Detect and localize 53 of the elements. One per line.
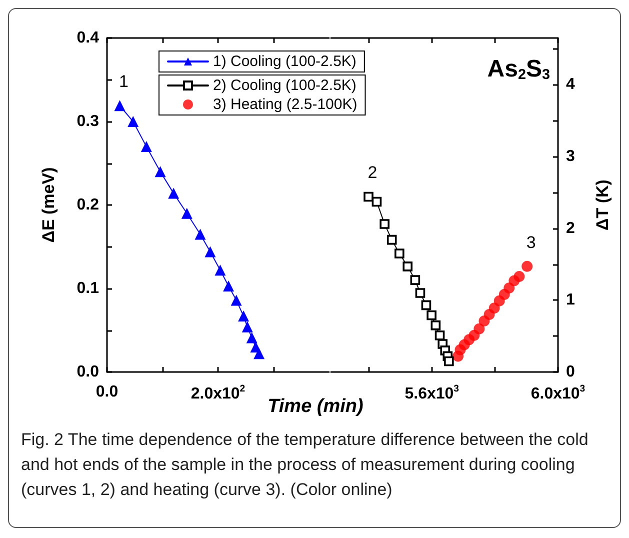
point [242,321,253,332]
point [421,300,432,310]
point [522,260,533,272]
point [426,310,436,320]
point [246,332,258,344]
y2-tick-label: 3 [566,148,575,166]
point [230,294,242,306]
y2-tick-label: 1 [566,292,575,309]
point [434,330,445,340]
point [181,208,192,219]
point [430,320,441,330]
point [223,280,234,292]
y2-tick-label: 2 [566,220,575,237]
legend-label: 2) Cooling (100-2.5K) [213,77,356,94]
y-tick-label: 0.0 [76,364,100,380]
point [140,141,152,152]
x-axis-title: Time (min) [268,396,364,417]
y-tick-label: 0.4 [76,30,100,46]
point [154,166,166,178]
point [372,196,382,207]
point [402,262,413,272]
point [114,100,126,112]
point [415,288,426,298]
y-tick-label: 0.2 [76,196,100,214]
point [444,356,454,366]
point [194,228,206,240]
y2-tick-label: 4 [566,76,575,94]
annotation: 3 [526,232,536,252]
legend-label: 1) Cooling (100-2.5K) [213,53,356,70]
caption: Fig. 2 The time dependence of the temperature difference between the cold and hot ends of the sample in the process of measurement during cooling (curves 1, 2) and heating (curve 3). (Color online) [21,430,594,499]
point [474,323,485,334]
point [410,275,420,285]
y-tick-label: 0.1 [76,280,100,297]
annotation: 2 [368,163,378,182]
point [204,246,216,258]
x-tick-label: 0.0 [96,384,118,400]
point [168,188,180,199]
legend-label: 3) Heating (2.5-100K) [213,96,358,113]
point [364,192,374,202]
point [514,270,525,282]
point [394,248,404,258]
y2-axis-title: ΔT (K) [593,180,612,230]
point [380,219,390,229]
point [238,310,250,322]
point [386,234,397,245]
y-axis-title: ΔE (meV) [39,167,58,243]
y2-tick-label: 0 [566,364,575,380]
point [214,264,226,276]
annotation: 1 [119,72,128,92]
point [128,116,139,127]
point [254,348,265,360]
y-tick-label: 0.3 [76,113,100,130]
point [504,282,515,294]
